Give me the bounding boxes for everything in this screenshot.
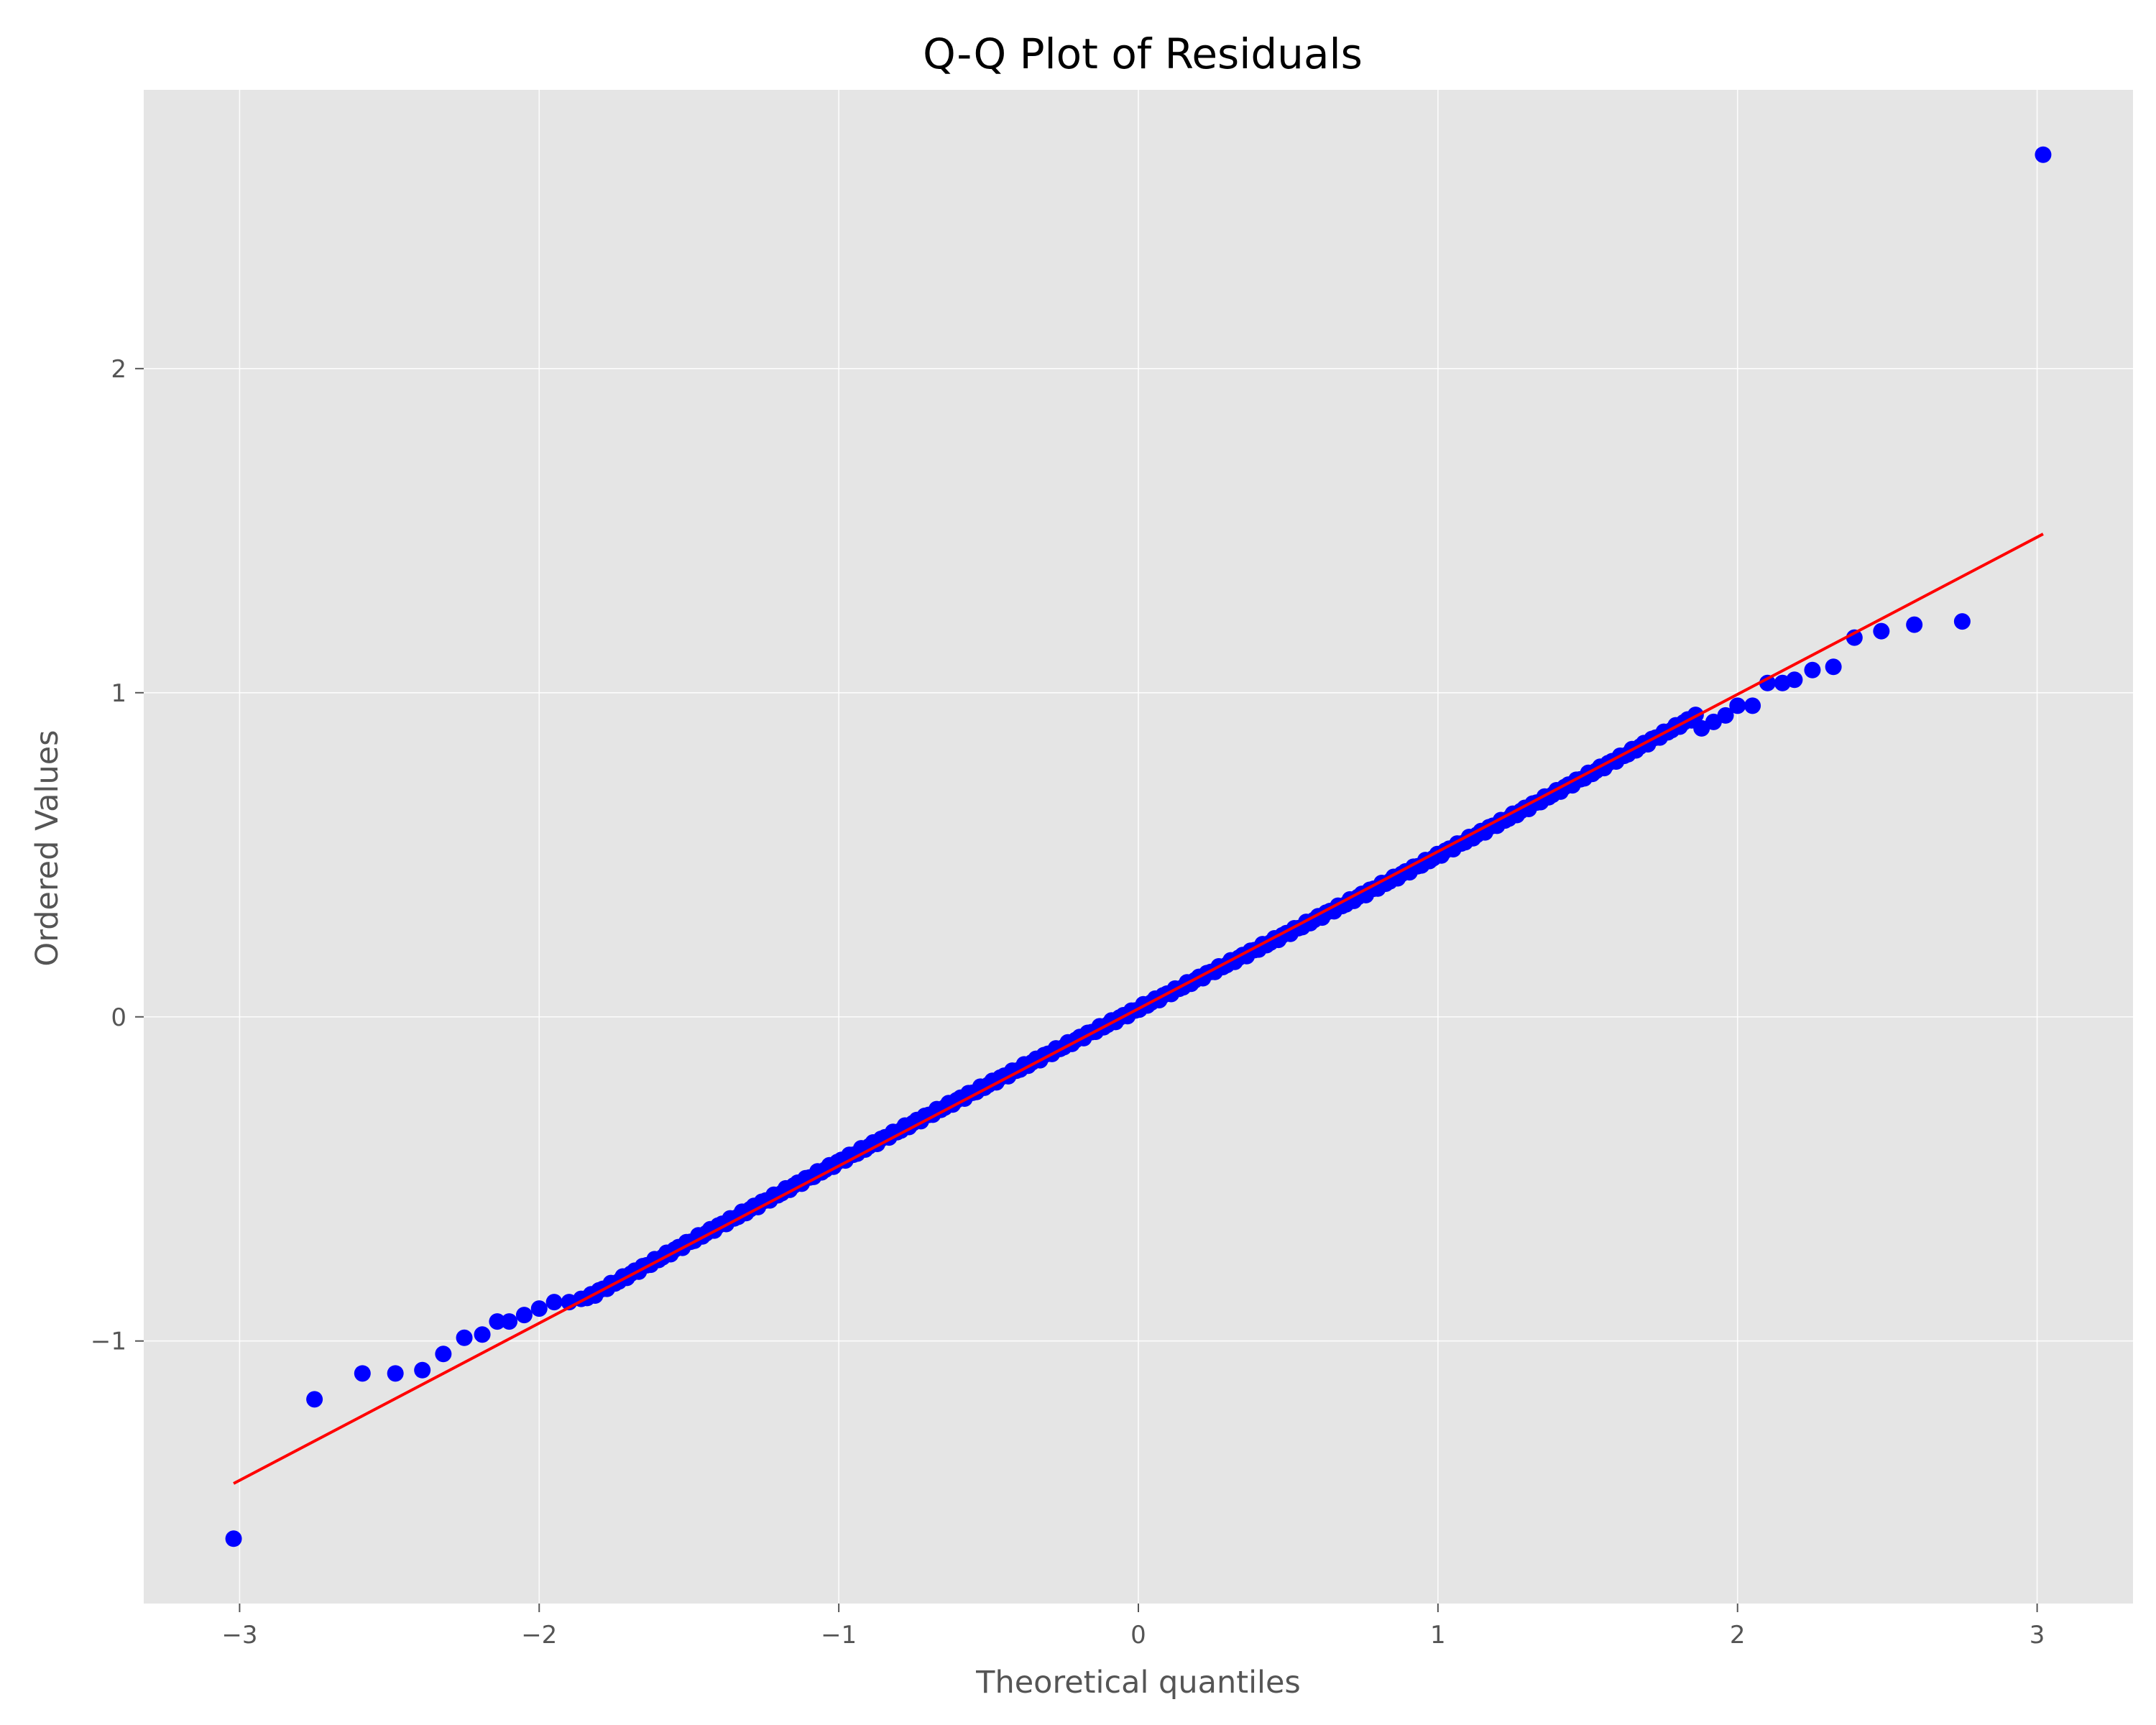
y-tick-label: 1	[111, 679, 126, 708]
fit-line	[233, 533, 2044, 1485]
y-axis-label: Ordered Values	[29, 730, 65, 966]
data-point	[515, 1307, 533, 1324]
data-point	[2035, 146, 2052, 163]
y-tick-label: −1	[91, 1328, 126, 1356]
data-point	[456, 1329, 473, 1346]
x-tick-label: 2	[1730, 1621, 1746, 1650]
data-point	[530, 1300, 548, 1317]
x-tick-label: 1	[1430, 1621, 1446, 1650]
data-point	[354, 1365, 371, 1382]
data-point	[435, 1346, 452, 1363]
data-point	[414, 1361, 431, 1379]
x-tick-label: 0	[1130, 1621, 1146, 1650]
x-tick-label: −3	[221, 1621, 257, 1650]
x-tick-label: −1	[821, 1621, 857, 1650]
data-point	[1729, 697, 1746, 714]
chart-title: Q-Q Plot of Residuals	[923, 29, 1363, 78]
y-tick-label: 2	[111, 355, 126, 384]
data-point	[1873, 622, 1890, 640]
data-point	[1786, 671, 1803, 689]
data-point	[1825, 658, 1842, 676]
data-point	[1717, 707, 1734, 724]
data-point	[1846, 629, 1863, 646]
data-point	[545, 1294, 563, 1311]
data-point	[474, 1326, 491, 1343]
data-point	[501, 1313, 518, 1330]
data-point	[306, 1391, 323, 1408]
data-point	[1953, 613, 1971, 630]
data-point	[387, 1365, 404, 1382]
gridlines	[144, 90, 2133, 1604]
data-point	[1744, 697, 1761, 714]
axis-ticks: −3 −2 −1 0 1 2 3 −1 0 1 2	[91, 355, 2045, 1650]
data-point	[1906, 616, 1923, 633]
data-point	[1759, 674, 1776, 691]
x-tick-label: 3	[2030, 1621, 2045, 1650]
data-point	[1804, 661, 1821, 678]
data-point	[225, 1530, 242, 1547]
x-tick-label: −2	[521, 1621, 557, 1650]
y-tick-label: 0	[111, 1003, 126, 1032]
data-point	[489, 1313, 506, 1330]
x-axis-label: Theoretical quantiles	[975, 1665, 1301, 1701]
